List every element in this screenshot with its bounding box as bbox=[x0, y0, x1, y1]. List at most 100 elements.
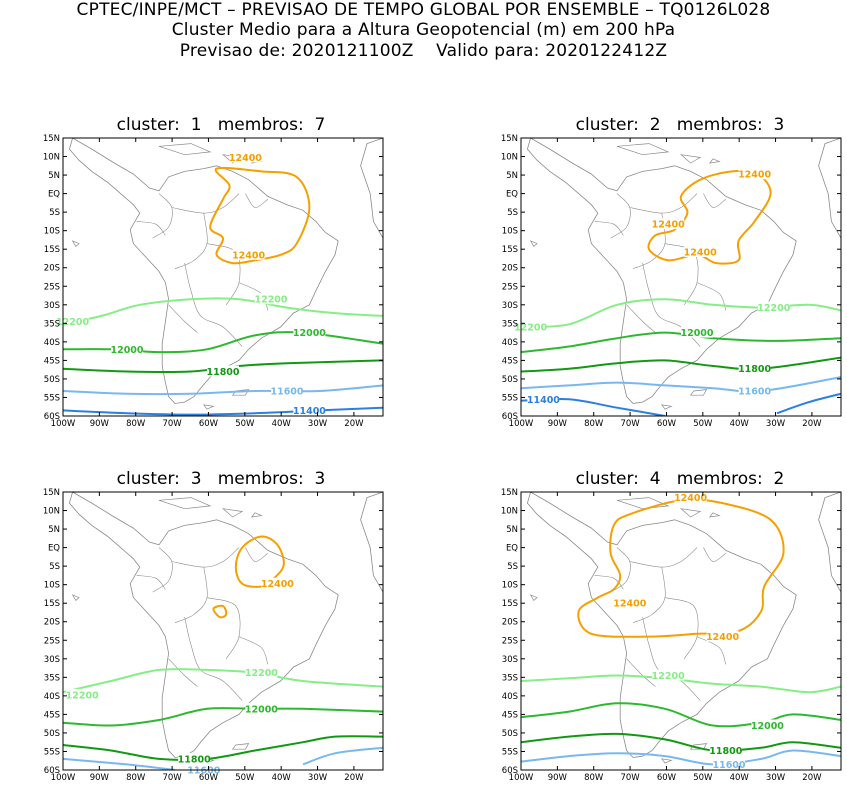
lat-tick-label: 30S bbox=[502, 301, 518, 311]
contour-label-bg bbox=[751, 719, 784, 731]
country-border bbox=[629, 547, 698, 568]
contour-12000 bbox=[521, 331, 841, 354]
contour-11400 bbox=[63, 406, 383, 416]
country-border bbox=[238, 636, 269, 665]
lon-tick-label: 70W bbox=[620, 419, 640, 429]
contour-label-12400: 12400 bbox=[738, 170, 771, 181]
lat-tick-label: 10N bbox=[43, 507, 60, 517]
country-border bbox=[152, 547, 173, 593]
lat-tick-label: 45S bbox=[502, 710, 518, 720]
contour-label-bg bbox=[255, 293, 287, 305]
lon-tick-label: 80W bbox=[126, 419, 146, 429]
contour-11600 bbox=[302, 746, 383, 766]
country-border bbox=[174, 567, 208, 623]
lat-tick-label: 15S bbox=[44, 245, 60, 255]
lon-tick-label: 70W bbox=[620, 773, 640, 783]
coastline-africa bbox=[360, 492, 383, 593]
lon-tick-label: 100W bbox=[51, 773, 76, 783]
lon-tick-label: 100W bbox=[509, 419, 534, 429]
country-border bbox=[642, 617, 701, 701]
lat-tick-label: 10N bbox=[501, 507, 518, 517]
lat-tick-label: 10S bbox=[44, 227, 60, 237]
island-outline bbox=[231, 743, 250, 750]
lat-tick-label: 40S bbox=[44, 338, 60, 348]
lat-tick-label: 35S bbox=[502, 673, 518, 683]
lat-tick-label: 15N bbox=[43, 134, 60, 144]
island-outline bbox=[231, 389, 250, 396]
lon-tick-label: 20W bbox=[344, 419, 364, 429]
lat-tick-label: EQ bbox=[506, 544, 518, 554]
map-frame bbox=[520, 491, 842, 771]
country-border bbox=[664, 243, 699, 305]
lat-tick-label: 45S bbox=[502, 356, 518, 366]
lon-tick-label: 20W bbox=[802, 419, 822, 429]
lat-tick-label: 10S bbox=[44, 581, 60, 591]
lat-tick-label: 20S bbox=[502, 264, 518, 274]
contour-label-11600: 11600 bbox=[712, 760, 745, 771]
lat-tick-label: 50S bbox=[44, 729, 60, 739]
lat-tick-label: EQ bbox=[48, 190, 60, 200]
country-border bbox=[168, 304, 198, 333]
lat-tick-label: 5S bbox=[507, 208, 518, 218]
contour-label-12400: 12400 bbox=[229, 153, 262, 164]
contour-label-bg bbox=[229, 151, 262, 163]
lat-tick-label: 25S bbox=[44, 282, 60, 292]
country-border bbox=[245, 193, 268, 208]
contour-label-bg bbox=[271, 384, 303, 396]
header-line-3: Previsao de: 2020121100Z Valido para: 20… bbox=[179, 41, 668, 61]
contour-12200 bbox=[63, 297, 383, 326]
island-outline bbox=[203, 404, 215, 410]
header-line-1: CPTEC/INPE/MCT – PREVISAO DE TEMPO GLOBA… bbox=[76, 0, 771, 20]
contour-label-11600: 11600 bbox=[270, 386, 303, 397]
lat-tick-label: 50S bbox=[44, 375, 60, 385]
island-outline bbox=[679, 154, 702, 164]
lat-tick-label: 20S bbox=[44, 264, 60, 274]
contour-label-bg bbox=[293, 404, 326, 416]
lat-tick-label: 25S bbox=[44, 636, 60, 646]
country-border bbox=[594, 575, 624, 590]
contour-label-11600: 11600 bbox=[738, 386, 771, 397]
island-outline bbox=[679, 508, 702, 518]
lon-tick-label: 50W bbox=[693, 419, 713, 429]
contour-label-12000: 12000 bbox=[245, 704, 278, 715]
country-border bbox=[206, 597, 241, 659]
lat-tick-label: 10S bbox=[502, 227, 518, 237]
lat-tick-label: 60S bbox=[44, 766, 60, 776]
lat-tick-label: 45S bbox=[44, 356, 60, 366]
contour-label-12400: 12400 bbox=[652, 220, 685, 231]
coastline-africa bbox=[360, 138, 383, 239]
island-outline bbox=[709, 512, 721, 518]
map-frame bbox=[520, 137, 842, 417]
lat-tick-label: 45S bbox=[44, 710, 60, 720]
lat-tick-label: 5N bbox=[48, 525, 60, 535]
contour-label-12400: 12400 bbox=[674, 493, 707, 504]
country-border bbox=[245, 547, 268, 562]
contour-label-12200: 12200 bbox=[514, 323, 547, 334]
lon-tick-label: 100W bbox=[509, 773, 534, 783]
island-outline bbox=[616, 497, 670, 510]
lat-tick-label: 15N bbox=[501, 134, 518, 144]
lon-tick-label: 90W bbox=[90, 419, 110, 429]
contour-12200 bbox=[521, 298, 841, 328]
island-outline bbox=[529, 594, 538, 601]
lon-tick-label: 50W bbox=[235, 773, 255, 783]
contour-label-12400: 12400 bbox=[261, 579, 294, 590]
island-outline bbox=[689, 389, 708, 396]
lat-tick-label: 55S bbox=[44, 747, 60, 757]
lon-tick-label: 90W bbox=[548, 773, 568, 783]
country-border bbox=[136, 575, 166, 590]
lat-tick-label: EQ bbox=[506, 190, 518, 200]
panel-2-title: cluster: 2 membros: 3 bbox=[575, 115, 785, 135]
lat-tick-label: 10N bbox=[43, 153, 60, 163]
contour-label-11800: 11800 bbox=[178, 754, 211, 765]
lat-tick-label: 50S bbox=[502, 729, 518, 739]
contour-label-bg bbox=[706, 630, 739, 642]
contour-label-12200: 12200 bbox=[56, 317, 89, 328]
country-border bbox=[632, 567, 666, 623]
contour-label-bg bbox=[613, 597, 646, 609]
lon-tick-label: 70W bbox=[162, 419, 182, 429]
lat-tick-label: 50S bbox=[502, 375, 518, 385]
lat-tick-label: 5S bbox=[49, 208, 60, 218]
contour-11800 bbox=[521, 356, 841, 373]
lat-tick-label: 5N bbox=[48, 171, 60, 181]
